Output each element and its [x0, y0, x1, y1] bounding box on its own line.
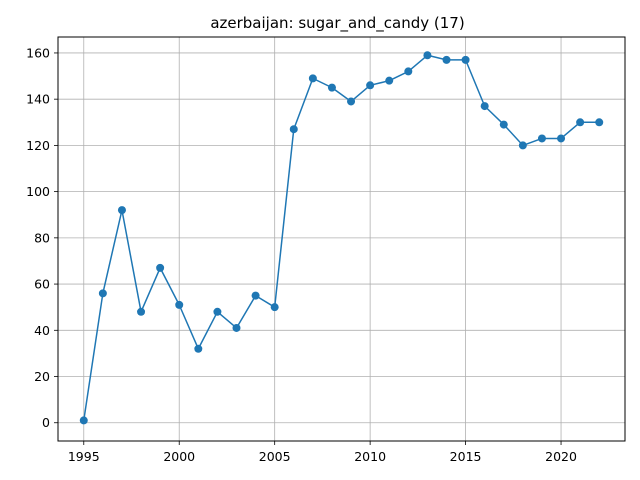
- data-point: [270, 303, 279, 312]
- data-point: [404, 67, 413, 76]
- data-point: [595, 118, 604, 127]
- data-point: [442, 55, 451, 64]
- data-point: [327, 83, 336, 92]
- grid: [58, 37, 625, 441]
- data-point: [289, 125, 298, 134]
- data-point: [461, 55, 470, 64]
- x-tick-label: 2015: [450, 449, 482, 464]
- y-axis: 0 20 40 60 80 100 120 140 160: [26, 45, 58, 430]
- series-line: [83, 54, 600, 421]
- data-point: [156, 263, 165, 272]
- y-tick-label: 140: [26, 92, 50, 107]
- y-tick-label: 100: [26, 184, 50, 199]
- x-tick-label: 1995: [68, 449, 100, 464]
- data-point: [366, 81, 375, 90]
- data-point: [480, 102, 489, 111]
- data-point: [423, 51, 432, 60]
- data-point: [308, 74, 317, 83]
- data-point: [232, 323, 241, 332]
- data-point: [499, 120, 508, 129]
- y-tick-label: 60: [34, 277, 50, 292]
- y-tick-label: 80: [34, 230, 50, 245]
- data-point: [117, 206, 126, 215]
- data-point: [175, 300, 184, 309]
- data-point: [347, 97, 356, 106]
- y-tick-label: 40: [34, 323, 50, 338]
- series-layer: [79, 51, 604, 425]
- x-tick-label: 2020: [545, 449, 577, 464]
- data-point: [251, 291, 260, 300]
- y-tick-label: 120: [26, 138, 50, 153]
- data-point: [213, 307, 222, 316]
- data-point: [137, 307, 146, 316]
- x-tick-label: 2010: [354, 449, 386, 464]
- data-point: [576, 118, 585, 127]
- y-tick-label: 160: [26, 45, 50, 60]
- x-tick-label: 2000: [163, 449, 195, 464]
- data-point: [194, 344, 203, 353]
- x-tick-label: 2005: [259, 449, 291, 464]
- data-point: [537, 134, 546, 143]
- chart-title: azerbaijan: sugar_and_candy (17): [210, 14, 464, 33]
- x-axis: 1995 2000 2005 2010 2015 2020: [68, 441, 577, 464]
- y-tick-label: 0: [42, 415, 50, 430]
- data-point: [385, 76, 394, 85]
- data-point: [557, 134, 566, 143]
- data-point: [79, 416, 88, 425]
- data-point: [518, 141, 527, 150]
- plot-frame: [57, 36, 626, 442]
- data-point: [98, 289, 107, 298]
- y-tick-label: 20: [34, 369, 50, 384]
